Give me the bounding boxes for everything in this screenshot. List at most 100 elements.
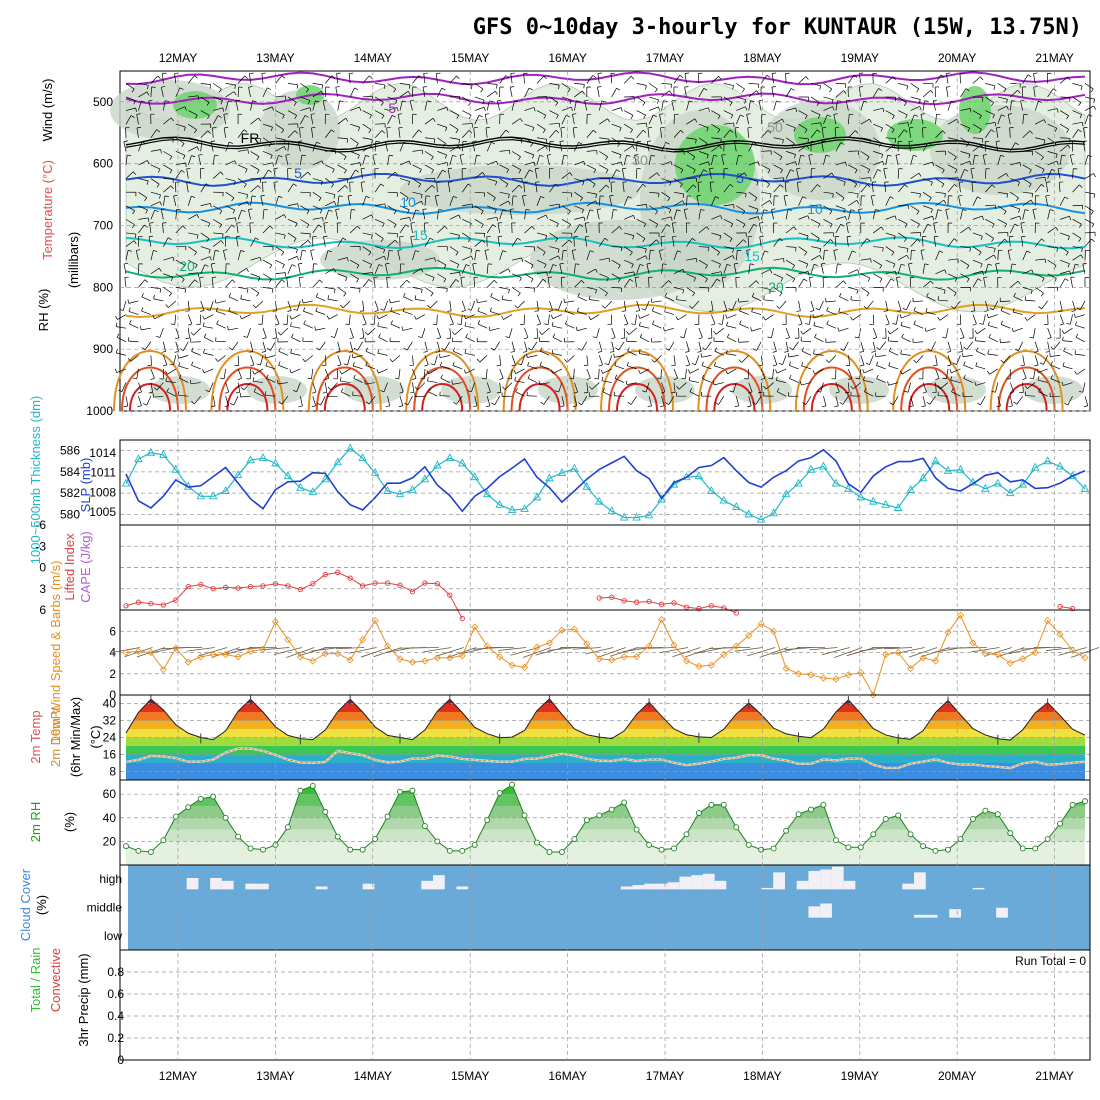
wind-barb-flag: [164, 100, 170, 102]
wind-barb: [300, 240, 309, 247]
wind-barb-flag: [551, 322, 554, 327]
wind-barb: [910, 106, 920, 111]
wind-barb: [138, 396, 142, 406]
wind-barb: [848, 287, 859, 291]
wind-barb-flag: [593, 129, 597, 134]
wind-barb: [835, 280, 844, 288]
ytick-label: 20: [103, 834, 117, 848]
wind-barb: [250, 237, 256, 247]
wind-barb-flag: [191, 361, 194, 366]
wind-barb: [1072, 204, 1083, 207]
wind-barb-flag: [1047, 337, 1052, 340]
wind-speed-point: [794, 670, 803, 678]
wind-barb-flag: [827, 114, 832, 117]
wind-barb-flag: [1075, 333, 1079, 338]
surface-isotherm: [1005, 383, 1048, 412]
wind-barb-flag: [447, 167, 453, 170]
wind-barb-flag: [486, 391, 491, 394]
isotherm-label: 20: [768, 279, 784, 295]
wind-barb-flag: [324, 377, 329, 380]
wind-barb: [449, 110, 459, 116]
wind-barb: [623, 278, 631, 288]
ylabel-convective: Convective: [48, 948, 63, 1012]
date-top-label: 15MAY: [451, 51, 489, 65]
wind-barb-flag: [372, 154, 377, 156]
wind-barb: [499, 382, 502, 393]
wind-barb-flag: [817, 184, 821, 188]
wind-barb: [287, 256, 298, 261]
wind-barb: [486, 100, 490, 111]
wind-barb: [1084, 96, 1095, 100]
wind-barb: [922, 280, 931, 288]
wind-barb-flag: [964, 169, 969, 172]
wind-barb: [527, 355, 538, 358]
wind-barb: [440, 355, 450, 359]
wind-barb-flag: [465, 264, 470, 267]
wind-barb-flag: [275, 323, 280, 326]
cloud-bar-high: [667, 882, 680, 890]
wind-barb-flag: [632, 215, 636, 220]
wind-barb-flag: [642, 129, 647, 133]
wind-barb-flag: [428, 388, 431, 392]
wind-barb: [250, 137, 261, 139]
isotherm-line: [125, 201, 1086, 215]
wind-barb: [848, 269, 858, 275]
wind-barb: [673, 355, 676, 366]
wind-barb-flag: [659, 113, 664, 115]
wind-barb: [349, 273, 359, 280]
wind-barb-flag: [147, 85, 149, 90]
wind-barb: [797, 182, 799, 193]
wind-barb-flag: [540, 196, 545, 199]
wind-barb: [773, 258, 784, 261]
wind-barb: [872, 209, 876, 220]
temp-band: [126, 703, 1085, 712]
wind-barb-flag: [620, 107, 623, 112]
wind-speed-point: [321, 649, 329, 658]
upper-ytick-label: 900: [93, 342, 113, 356]
wind-barb: [1072, 96, 1082, 103]
wind-barb-flag: [259, 257, 262, 262]
wind-barb: [125, 96, 136, 101]
wind-barb: [1072, 232, 1082, 239]
wind-barb-flag: [595, 194, 597, 199]
wind-barb-flag: [978, 251, 982, 256]
wind-barb-flag: [130, 115, 135, 118]
wind-barb-flag: [1074, 350, 1076, 355]
wind-barb: [711, 145, 720, 152]
wind-barb: [125, 127, 127, 138]
wind-barb-flag: [662, 263, 667, 265]
wind-barb: [437, 137, 446, 144]
wind-barb: [864, 391, 874, 397]
wind-speed-point: [433, 654, 441, 662]
wind-barb: [661, 161, 672, 166]
wind-barb-flag: [888, 362, 891, 367]
wind-barb-flag: [338, 195, 343, 197]
rh-point: [720, 801, 727, 808]
wind-barb-flag: [521, 139, 523, 144]
wind-barb: [947, 287, 957, 294]
wind-barb: [611, 259, 621, 266]
wind-barb-flag: [315, 100, 320, 103]
wind-barb-flag: [166, 388, 169, 392]
cloud-bar-high: [714, 880, 727, 890]
wind-barb: [714, 350, 724, 356]
wind-barb: [574, 224, 580, 234]
wind-barb-flag: [1013, 401, 1018, 405]
wind-barb: [922, 382, 927, 393]
wind-barb-flag: [622, 167, 627, 170]
wind-barb-flag: [755, 280, 759, 284]
wind-barb: [689, 368, 700, 374]
wind-barb: [499, 250, 503, 261]
wind-barb-flag: [904, 184, 908, 188]
wind-barb: [736, 219, 746, 225]
wind-barb-flag: [181, 169, 185, 173]
wind-barb: [1047, 123, 1057, 129]
wind-barb: [474, 191, 485, 194]
wind-barb-flag: [170, 323, 175, 325]
wind-barb-flag: [535, 167, 540, 170]
wind-barb: [623, 314, 629, 325]
wind-barb: [462, 130, 470, 138]
wind-barb-flag: [455, 279, 460, 283]
wind-barb: [714, 365, 724, 370]
wind-barb: [873, 161, 883, 166]
